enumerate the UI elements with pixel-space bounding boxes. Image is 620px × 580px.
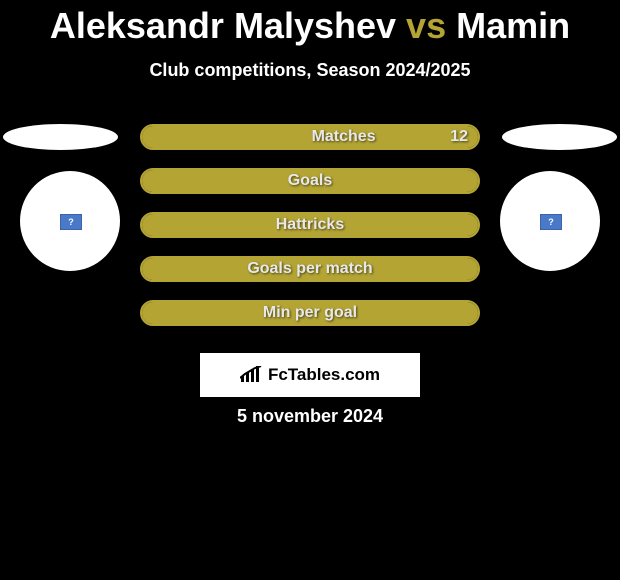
bar-hattricks: Hattricks <box>140 212 480 238</box>
bar-right-value: 12 <box>450 128 468 146</box>
right-photo-ellipse <box>502 124 617 150</box>
chart-icon <box>240 366 262 384</box>
date-text: 5 november 2024 <box>0 406 620 427</box>
bar-label: Min per goal <box>142 304 478 322</box>
page-title: Aleksandr Malyshev vs Mamin <box>0 6 620 46</box>
badge-text: ? <box>68 218 74 227</box>
brand-box[interactable]: FcTables.com <box>200 353 420 397</box>
left-photo-ellipse <box>3 124 118 150</box>
title-player1: Aleksandr Malyshev <box>50 5 396 46</box>
subtitle: Club competitions, Season 2024/2025 <box>0 60 620 81</box>
unknown-flag-icon: ? <box>540 214 562 230</box>
bar-label: Matches <box>176 128 480 146</box>
left-club-circle: ? <box>20 171 120 271</box>
bar-goals: Goals <box>140 168 480 194</box>
stage: Aleksandr Malyshev vs Mamin Club competi… <box>0 0 620 580</box>
bar-label: Goals per match <box>142 260 478 278</box>
bar-goals-per-match: Goals per match <box>140 256 480 282</box>
bar-label: Goals <box>142 172 478 190</box>
title-player2: Mamin <box>456 5 570 46</box>
brand-text: FcTables.com <box>268 365 380 385</box>
badge-text: ? <box>548 218 554 227</box>
title-vs: vs <box>406 5 446 46</box>
bar-label: Hattricks <box>142 216 478 234</box>
bar-matches: Matches 12 <box>140 124 480 150</box>
right-club-circle: ? <box>500 171 600 271</box>
bar-min-per-goal: Min per goal <box>140 300 480 326</box>
stat-bars: Matches 12 Goals Hattricks Goals per mat… <box>140 124 480 344</box>
unknown-flag-icon: ? <box>60 214 82 230</box>
